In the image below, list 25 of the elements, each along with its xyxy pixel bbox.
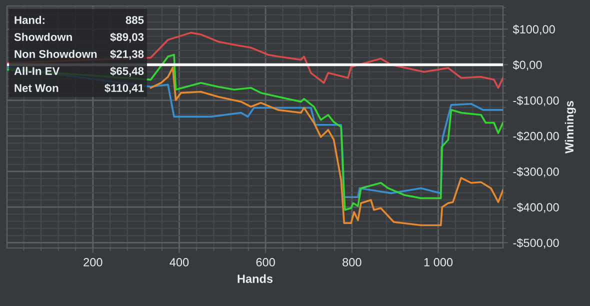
line-series	[150, 66, 503, 226]
x-tick-label: 600	[256, 258, 275, 266]
y-tick-label: -$200,00	[513, 131, 559, 142]
y-tick-label: -$500,00	[513, 238, 559, 248]
y-tick-label: -$400,00	[513, 202, 559, 213]
x-tick-label: 200	[84, 258, 102, 266]
y-axis-title: Winnings	[564, 100, 576, 154]
annotation: $65,48	[110, 66, 144, 77]
x-tick-label: 1 000	[424, 258, 453, 266]
annotation: $21,38	[110, 50, 144, 60]
x-tick-label: 400	[170, 258, 189, 266]
annotation: $110,41	[104, 84, 144, 94]
annotation: Hand:	[14, 16, 44, 24]
y-tick-label: -$300,00	[513, 167, 559, 178]
annotation: Net Won	[14, 84, 58, 92]
annotation: $89,03	[110, 32, 144, 43]
y-tick-label: $0,00	[512, 60, 542, 71]
x-tick-label: 800	[342, 258, 362, 266]
y-tick-label: $100,00	[512, 24, 555, 35]
annotation: 885	[126, 16, 144, 24]
annotation: Non Showdown	[14, 50, 97, 58]
annotation: All-In EV	[14, 66, 60, 75]
annotation: Showdown	[14, 32, 72, 41]
y-tick-label: -$100,00	[513, 96, 559, 106]
x-axis-title: Hands	[238, 274, 273, 283]
